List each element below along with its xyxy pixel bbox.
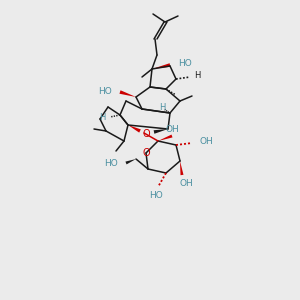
Polygon shape <box>128 125 141 133</box>
Text: H: H <box>194 71 200 80</box>
Polygon shape <box>125 159 136 164</box>
Text: HO: HO <box>178 59 192 68</box>
Text: H: H <box>159 103 165 112</box>
Text: O: O <box>142 129 150 139</box>
Polygon shape <box>154 129 168 134</box>
Text: HO: HO <box>149 190 163 200</box>
Text: HO: HO <box>98 86 112 95</box>
Polygon shape <box>180 161 184 175</box>
Text: H: H <box>100 112 106 122</box>
Text: OH: OH <box>165 125 179 134</box>
Text: O: O <box>142 148 150 158</box>
Polygon shape <box>152 63 170 69</box>
Polygon shape <box>119 90 136 97</box>
Polygon shape <box>158 135 172 141</box>
Text: HO: HO <box>104 158 118 167</box>
Text: OH: OH <box>179 178 193 188</box>
Text: OH: OH <box>200 137 214 146</box>
